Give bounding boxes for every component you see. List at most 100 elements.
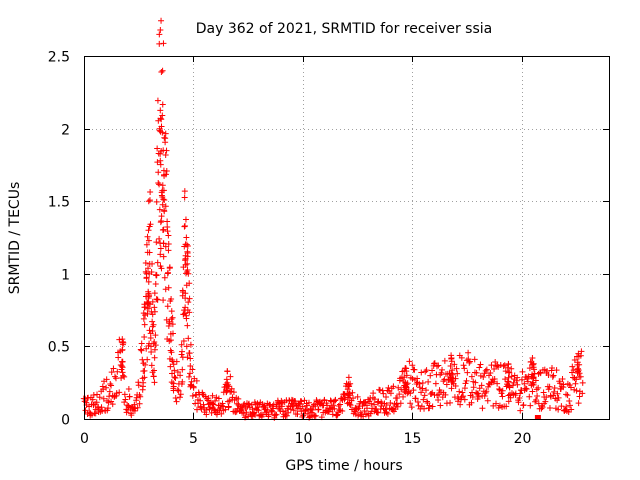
data-point bbox=[460, 393, 467, 400]
data-point bbox=[375, 398, 382, 405]
data-point bbox=[548, 365, 555, 372]
data-point bbox=[408, 404, 415, 411]
data-point bbox=[447, 362, 454, 369]
y-tick-label: 0 bbox=[61, 413, 70, 429]
data-point bbox=[165, 247, 172, 254]
data-point bbox=[468, 373, 475, 380]
data-point bbox=[377, 387, 384, 394]
data-point bbox=[135, 382, 142, 389]
data-point bbox=[298, 408, 305, 415]
data-point bbox=[564, 392, 571, 399]
data-point bbox=[516, 395, 523, 402]
data-point bbox=[186, 309, 193, 316]
data-point bbox=[166, 264, 173, 271]
data-point bbox=[157, 107, 164, 114]
data-point bbox=[151, 367, 158, 374]
data-point bbox=[158, 265, 165, 272]
data-point bbox=[359, 403, 366, 410]
data-point bbox=[182, 216, 189, 223]
data-point bbox=[437, 389, 444, 396]
data-point bbox=[246, 400, 253, 407]
data-point bbox=[556, 380, 563, 387]
data-point bbox=[349, 389, 356, 396]
x-tick-label: 0 bbox=[80, 431, 89, 447]
data-point bbox=[186, 280, 193, 287]
data-point bbox=[109, 401, 116, 408]
data-point bbox=[496, 385, 503, 392]
data-point bbox=[224, 368, 231, 375]
data-point bbox=[106, 388, 113, 395]
data-point bbox=[149, 298, 156, 305]
data-point bbox=[168, 349, 175, 356]
data-point bbox=[107, 381, 114, 388]
data-point bbox=[475, 390, 482, 397]
data-point bbox=[422, 368, 429, 375]
data-point bbox=[183, 343, 190, 350]
data-point bbox=[510, 379, 517, 386]
x-axis-label: GPS time / hours bbox=[285, 458, 402, 474]
data-point bbox=[98, 404, 105, 411]
data-point bbox=[186, 350, 193, 357]
data-point bbox=[100, 386, 107, 393]
data-point bbox=[140, 315, 147, 322]
data-point bbox=[331, 405, 338, 412]
data-point bbox=[138, 347, 145, 354]
data-point bbox=[168, 308, 175, 315]
data-point bbox=[317, 398, 324, 405]
data-point bbox=[181, 188, 188, 195]
data-point bbox=[185, 299, 192, 306]
data-point bbox=[536, 369, 543, 376]
data-point bbox=[106, 393, 113, 400]
data-point bbox=[141, 367, 148, 374]
data-point bbox=[414, 398, 421, 405]
data-point bbox=[159, 182, 166, 189]
data-point bbox=[161, 207, 168, 214]
data-point bbox=[132, 405, 139, 412]
data-point bbox=[454, 370, 461, 377]
data-point bbox=[165, 232, 172, 239]
data-point bbox=[382, 406, 389, 413]
data-point bbox=[260, 403, 267, 410]
data-point bbox=[179, 378, 186, 385]
data-point bbox=[157, 150, 164, 157]
data-point bbox=[518, 376, 525, 383]
data-point bbox=[354, 406, 361, 413]
data-point bbox=[419, 385, 426, 392]
data-point bbox=[576, 370, 583, 377]
data-point bbox=[488, 362, 495, 369]
data-point bbox=[150, 373, 157, 380]
data-point bbox=[161, 274, 168, 281]
data-point bbox=[500, 363, 507, 370]
data-point bbox=[255, 407, 262, 414]
data-point bbox=[171, 367, 178, 374]
data-point bbox=[578, 348, 585, 355]
data-point bbox=[330, 402, 337, 409]
data-point bbox=[134, 404, 141, 411]
data-point bbox=[427, 372, 434, 379]
data-point bbox=[154, 259, 161, 266]
y-tick-labels: 0 0.5 1 1.5 2 2.5 bbox=[48, 50, 70, 429]
data-point bbox=[141, 334, 148, 341]
data-point bbox=[575, 365, 582, 372]
data-point bbox=[461, 396, 468, 403]
data-point bbox=[160, 40, 167, 47]
y-tick-label: 1 bbox=[61, 268, 70, 284]
data-point bbox=[575, 350, 582, 357]
data-point bbox=[223, 383, 230, 390]
data-point bbox=[177, 372, 184, 379]
data-point bbox=[502, 368, 509, 375]
data-point bbox=[160, 147, 167, 154]
data-point bbox=[173, 358, 180, 365]
data-point bbox=[187, 363, 194, 370]
data-point bbox=[416, 384, 423, 391]
data-point bbox=[158, 123, 165, 130]
data-point bbox=[406, 358, 413, 365]
data-point bbox=[449, 367, 456, 374]
data-point bbox=[566, 381, 573, 388]
data-point bbox=[277, 407, 284, 414]
data-point bbox=[321, 396, 328, 403]
data-point bbox=[411, 366, 418, 373]
data-point bbox=[159, 67, 166, 74]
data-point bbox=[164, 218, 171, 225]
data-point bbox=[167, 363, 174, 370]
